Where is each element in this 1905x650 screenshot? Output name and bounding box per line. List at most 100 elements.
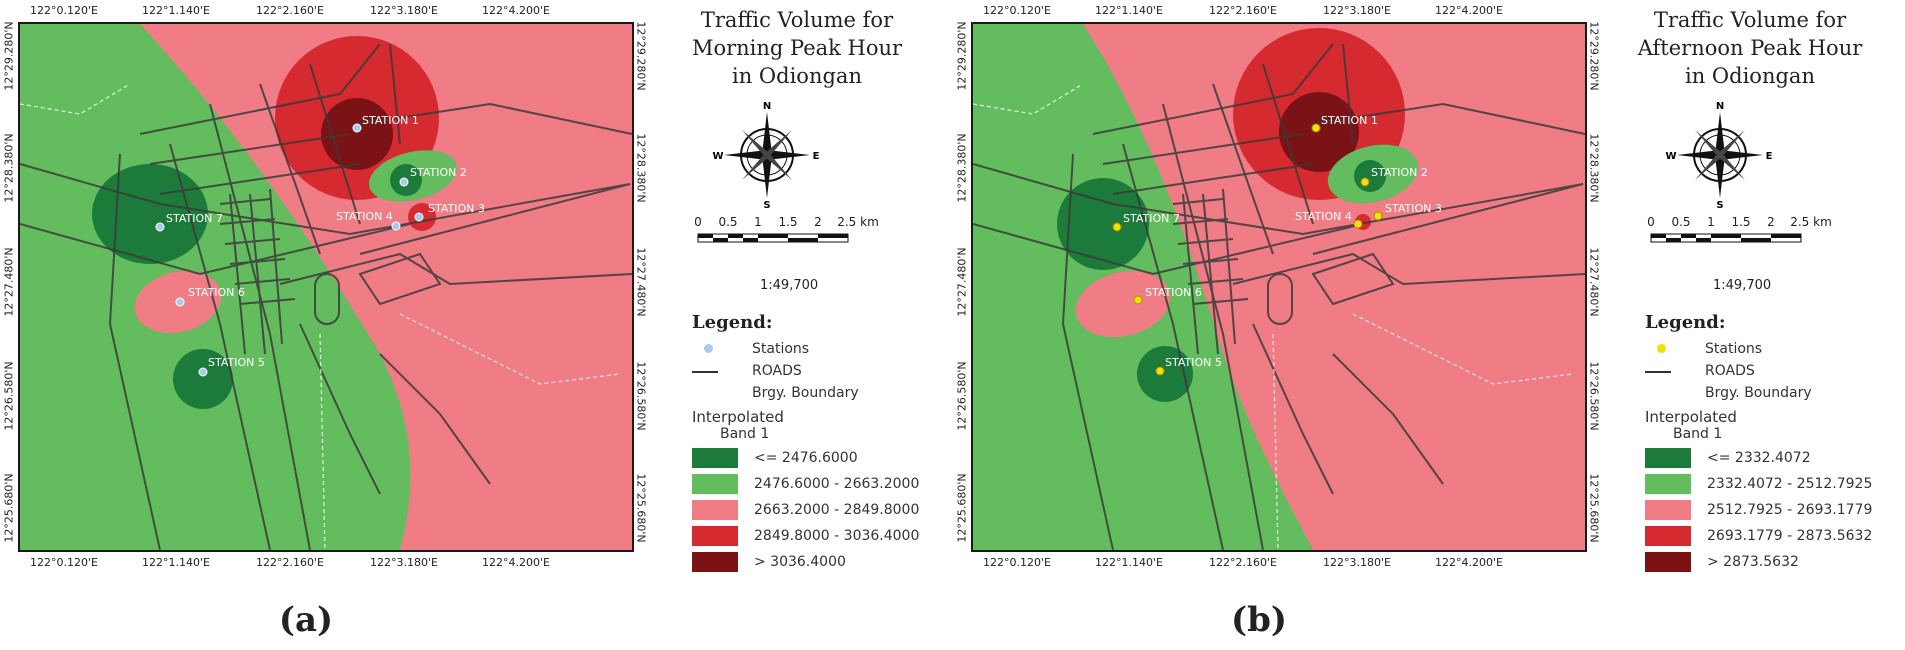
svg-text:2.5 km: 2.5 km xyxy=(837,215,879,229)
map-title-line-3: in Odiongan xyxy=(1685,64,1815,88)
interp-title-b: Interpolated xyxy=(1645,408,1737,426)
road-line-icon xyxy=(692,362,738,380)
station-label-6: STATION 6 xyxy=(1145,286,1202,299)
lat-tick-right-5: 12°25.680'N xyxy=(1587,473,1601,543)
map-title-b: Traffic Volume for Afternoon Peak Hour i… xyxy=(1625,6,1875,90)
class-row-5-b: > 2873.5632 xyxy=(1645,552,1799,572)
lat-tick-left-2: 12°28.380'N xyxy=(2,133,16,203)
class-swatch xyxy=(692,500,738,520)
station-dot-icon xyxy=(1645,340,1691,358)
lon-tick-top-2: 122°1.140'E xyxy=(1095,4,1163,17)
legend-item-roads-a: ROADS xyxy=(692,362,802,380)
class-swatch xyxy=(1645,474,1691,494)
lat-tick-right-5: 12°25.680'N xyxy=(634,473,648,543)
class-row-3-b: 2512.7925 - 2693.1779 xyxy=(1645,500,1872,520)
station-marker-6 xyxy=(175,297,185,307)
lat-tick-right-1: 12°29.280'N xyxy=(634,21,648,91)
class-row-1-a: <= 2476.6000 xyxy=(692,448,858,468)
station-marker-7 xyxy=(155,222,165,232)
lon-tick-top-3: 122°2.160'E xyxy=(1209,4,1277,17)
lat-tick-left-3: 12°27.480'N xyxy=(2,247,16,317)
interpolation-map-b: STATION 1 STATION 2 STATION 3 STATION 4 … xyxy=(973,24,1585,550)
class-swatch xyxy=(1645,526,1691,546)
svg-text:E: E xyxy=(1766,151,1773,162)
lon-tick-bottom-3: 122°2.160'E xyxy=(256,556,324,569)
class-swatch xyxy=(692,552,738,572)
lat-tick-left-3: 12°27.480'N xyxy=(955,247,969,317)
north-arrow-compass-icon: N S W E xyxy=(1665,101,1773,210)
map-title-line-2: Morning Peak Hour xyxy=(691,36,903,60)
class-row-1-b: <= 2332.4072 xyxy=(1645,448,1811,468)
figure-caption-a: (a) xyxy=(278,600,334,640)
station-label-4: STATION 4 xyxy=(1295,210,1352,223)
map-title-line-3: in Odiongan xyxy=(732,64,862,88)
svg-text:1.5: 1.5 xyxy=(1731,215,1750,229)
map-title-line-2: Afternoon Peak Hour xyxy=(1637,36,1863,60)
band-label-b: Band 1 xyxy=(1673,426,1723,442)
legend-title-a: Legend: xyxy=(692,312,773,333)
station-marker-1 xyxy=(352,123,362,133)
station-label-2: STATION 2 xyxy=(1371,166,1428,179)
lon-tick-bottom-5: 122°4.200'E xyxy=(1435,556,1503,569)
station-label-7: STATION 7 xyxy=(1123,212,1180,225)
svg-text:0: 0 xyxy=(694,215,702,229)
lat-tick-right-4: 12°26.580'N xyxy=(1587,361,1601,431)
station-label-1: STATION 1 xyxy=(362,114,419,127)
lat-tick-left-1: 12°29.280'N xyxy=(955,21,969,91)
station-marker-6 xyxy=(1133,295,1143,305)
lon-tick-bottom-2: 122°1.140'E xyxy=(1095,556,1163,569)
svg-text:0: 0 xyxy=(1647,215,1655,229)
svg-text:W: W xyxy=(1665,151,1676,162)
station-marker-2 xyxy=(399,177,409,187)
station-label-6: STATION 6 xyxy=(188,286,245,299)
lon-tick-top-1: 122°0.120'E xyxy=(983,4,1051,17)
lon-tick-top-4: 122°3.180'E xyxy=(1323,4,1391,17)
class-row-5-a: > 3036.4000 xyxy=(692,552,846,572)
map-frame-b: STATION 1 STATION 2 STATION 3 STATION 4 … xyxy=(971,22,1587,552)
svg-text:2: 2 xyxy=(814,215,822,229)
station-label-3: STATION 3 xyxy=(1385,202,1442,215)
svg-text:S: S xyxy=(1716,200,1723,210)
map-title-line-1: Traffic Volume for xyxy=(1653,8,1847,32)
stations-b xyxy=(1112,123,1383,376)
lon-tick-bottom-2: 122°1.140'E xyxy=(142,556,210,569)
lat-tick-left-1: 12°29.280'N xyxy=(2,21,16,91)
lon-tick-top-2: 122°1.140'E xyxy=(142,4,210,17)
legend-item-boundary-b: Brgy. Boundary xyxy=(1705,385,1812,401)
station-label-4: STATION 4 xyxy=(336,210,393,223)
svg-text:2: 2 xyxy=(1767,215,1775,229)
map-frame-a: STATION 1 STATION 2 STATION 3 STATION 4 … xyxy=(18,22,634,552)
svg-text:1: 1 xyxy=(1707,215,1715,229)
map-title-a: Traffic Volume for Morning Peak Hour in … xyxy=(672,6,922,90)
scale-bar-a: 0 0.5 1 1.5 2 2.5 km xyxy=(694,215,879,243)
class-swatch xyxy=(692,448,738,468)
station-marker-1 xyxy=(1311,123,1321,133)
lon-tick-bottom-4: 122°3.180'E xyxy=(1323,556,1391,569)
lat-tick-right-1: 12°29.280'N xyxy=(1587,21,1601,91)
road-line-icon xyxy=(1645,362,1691,380)
station-marker-7 xyxy=(1112,222,1122,232)
lon-tick-top-5: 122°4.200'E xyxy=(482,4,550,17)
north-arrow-compass-icon: N S W E xyxy=(712,101,819,210)
station-marker-5 xyxy=(1155,366,1165,376)
class-row-4-b: 2693.1779 - 2873.5632 xyxy=(1645,526,1872,546)
class-swatch xyxy=(1645,500,1691,520)
lat-tick-left-5: 12°25.680'N xyxy=(2,473,16,543)
station-label-5: STATION 5 xyxy=(1165,356,1222,369)
scale-bar-b: 0 0.5 1 1.5 2 2.5 km xyxy=(1647,215,1832,243)
map-title-line-1: Traffic Volume for xyxy=(700,8,894,32)
legend-title-b: Legend: xyxy=(1645,312,1726,333)
svg-text:W: W xyxy=(712,151,723,162)
band-label-a: Band 1 xyxy=(720,426,770,442)
station-dot-icon xyxy=(692,340,738,358)
lon-tick-top-1: 122°0.120'E xyxy=(30,4,98,17)
lat-tick-right-2: 12°28.380'N xyxy=(1587,133,1601,203)
lat-tick-left-2: 12°28.380'N xyxy=(955,133,969,203)
svg-text:2.5 km: 2.5 km xyxy=(1790,215,1832,229)
svg-text:1: 1 xyxy=(754,215,762,229)
lat-tick-right-4: 12°26.580'N xyxy=(634,361,648,431)
station-label-3: STATION 3 xyxy=(428,202,485,215)
lat-tick-right-3: 12°27.480'N xyxy=(1587,247,1601,317)
scale-ratio-b: 1:49,700 xyxy=(1713,278,1772,293)
legend-item-roads-b: ROADS xyxy=(1645,362,1755,380)
